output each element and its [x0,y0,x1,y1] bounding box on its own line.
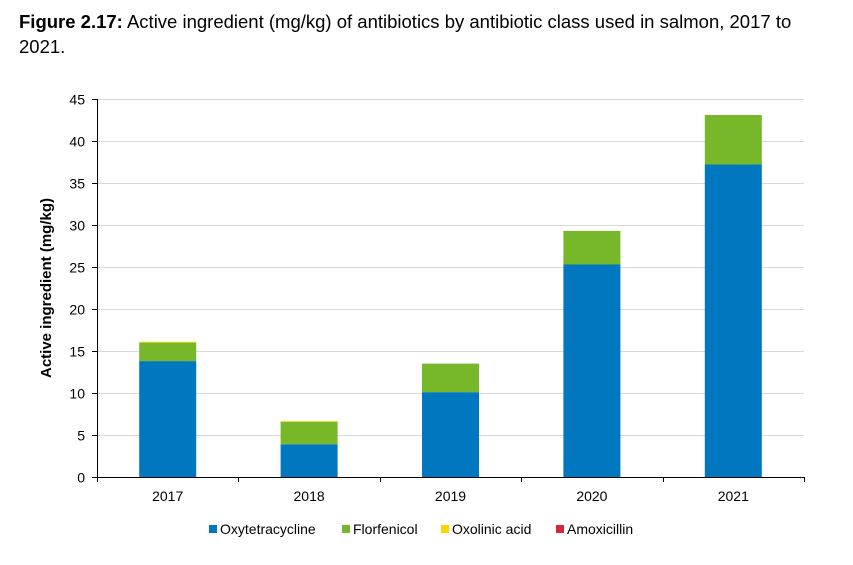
bar-florfenicol-2020 [563,230,621,265]
x-tick-label-2020: 2020 [576,488,607,504]
y-tick-label-15: 15 [69,344,85,360]
bar-oxytetracycline-2021 [704,164,762,477]
legend-label-oxolinic-acid: Oxolinic acid [452,521,531,537]
x-tick-label-2021: 2021 [718,488,749,504]
legend-swatch-oxolinic-acid [441,525,449,533]
bar-oxolinic-acid-2018 [280,421,338,422]
legend-swatch-florfenicol [342,525,350,533]
bar-florfenicol-2019 [422,363,479,393]
x-tick-label-2017: 2017 [152,488,183,504]
figure-title: Figure 2.17: Active ingredient (mg/kg) o… [19,9,819,59]
bar-oxytetracycline-2019 [422,392,479,477]
y-tick-label-20: 20 [69,302,85,318]
legend-label-oxytetracycline: Oxytetracycline [220,521,316,537]
y-tick-label-30: 30 [69,218,85,234]
legend-swatch-amoxicillin [556,525,564,533]
bar-oxytetracycline-2018 [280,444,338,477]
y-tick-label-40: 40 [69,134,85,150]
legend-label-amoxicillin: Amoxicillin [567,521,633,537]
bar-florfenicol-2017 [139,342,197,362]
y-tick-label-10: 10 [69,386,85,402]
x-tick-label-2019: 2019 [435,488,466,504]
figure-number: Figure 2.17: [19,11,123,32]
y-tick-label-25: 25 [69,260,85,276]
bar-oxytetracycline-2017 [139,361,197,477]
bar-florfenicol-2021 [704,114,762,165]
legend-swatch-oxytetracycline [209,525,217,533]
y-tick-label-5: 5 [77,428,85,444]
bar-oxytetracycline-2020 [563,264,621,477]
legend-label-florfenicol: Florfenicol [353,521,418,537]
x-tick-label-2018: 2018 [294,488,325,504]
figure-caption: Active ingredient (mg/kg) of antibiotics… [19,11,792,57]
bar-florfenicol-2018 [280,421,338,445]
bar-oxolinic-acid-2017 [139,341,197,343]
y-tick-label-45: 45 [69,92,85,108]
y-tick-label-0: 0 [77,470,85,486]
y-axis-label: Active ingredient (mg/kg) [38,198,55,378]
y-tick-label-35: 35 [69,176,85,192]
